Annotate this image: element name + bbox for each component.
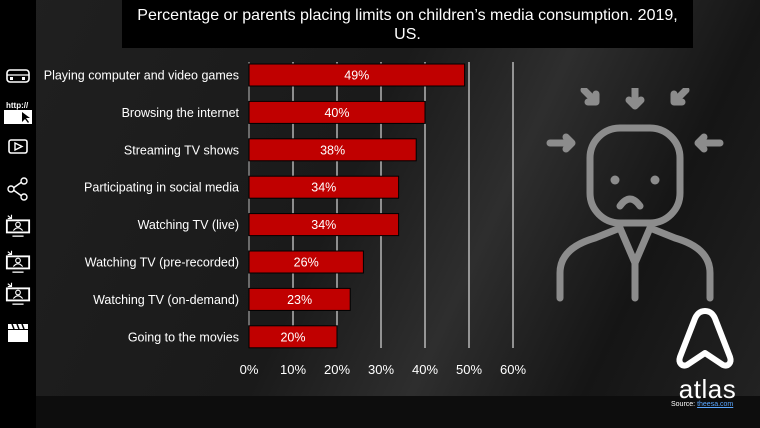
data-label: 34% — [311, 218, 336, 232]
x-tick-label: 40% — [412, 362, 438, 377]
bar — [248, 213, 400, 237]
category-label: Browsing the internet — [122, 106, 240, 120]
brand-name: atlas — [678, 374, 737, 404]
tv-live-icon — [5, 214, 31, 237]
source-note: Source: theesa.com — [671, 401, 733, 408]
tv-recorded-icon — [5, 250, 31, 273]
bar — [248, 287, 351, 311]
category-label: Watching TV (on-demand) — [93, 293, 239, 307]
category-label: Watching TV (live) — [138, 218, 239, 232]
chart-title: Percentage or parents placing limits on … — [122, 0, 693, 48]
share-icon — [7, 177, 28, 201]
icon-sidebar — [0, 0, 36, 428]
bar — [248, 175, 400, 199]
x-tick-label: 20% — [324, 362, 350, 377]
data-label: 26% — [294, 256, 319, 270]
data-label: 34% — [311, 181, 336, 195]
bar — [248, 325, 338, 349]
x-tick-label: 0% — [240, 362, 259, 377]
clapperboard-icon — [8, 323, 28, 342]
atlas-logo-icon — [676, 308, 734, 369]
data-label: 38% — [320, 143, 345, 157]
play-video-icon — [8, 139, 28, 154]
source-link[interactable]: theesa.com — [697, 401, 734, 408]
x-tick-label: 30% — [368, 362, 394, 377]
bar — [248, 100, 426, 124]
data-label: 40% — [324, 106, 349, 120]
data-label: 20% — [280, 330, 305, 344]
category-label: Streaming TV shows — [124, 143, 239, 157]
gamepad-icon — [6, 69, 30, 83]
stressed-person-illustration — [546, 88, 724, 302]
x-tick-label: 50% — [456, 362, 482, 377]
bar — [248, 63, 466, 87]
footer-bar — [36, 396, 760, 428]
category-label: Participating in social media — [84, 181, 239, 195]
category-label: Watching TV (pre-recorded) — [85, 256, 239, 270]
x-tick-label: 60% — [500, 362, 526, 377]
data-label: 23% — [287, 293, 312, 307]
tv-on-demand-icon — [5, 282, 31, 305]
svg-text:http://: http:// — [6, 101, 29, 110]
category-label: Going to the movies — [128, 330, 239, 344]
category-label: Playing computer and video games — [44, 69, 239, 83]
bar — [248, 250, 364, 274]
browser-url-icon: http:// — [4, 101, 32, 124]
data-label: 49% — [344, 69, 369, 83]
x-tick-label: 10% — [280, 362, 306, 377]
bar — [248, 138, 417, 162]
source-label: Source: — [671, 401, 696, 408]
